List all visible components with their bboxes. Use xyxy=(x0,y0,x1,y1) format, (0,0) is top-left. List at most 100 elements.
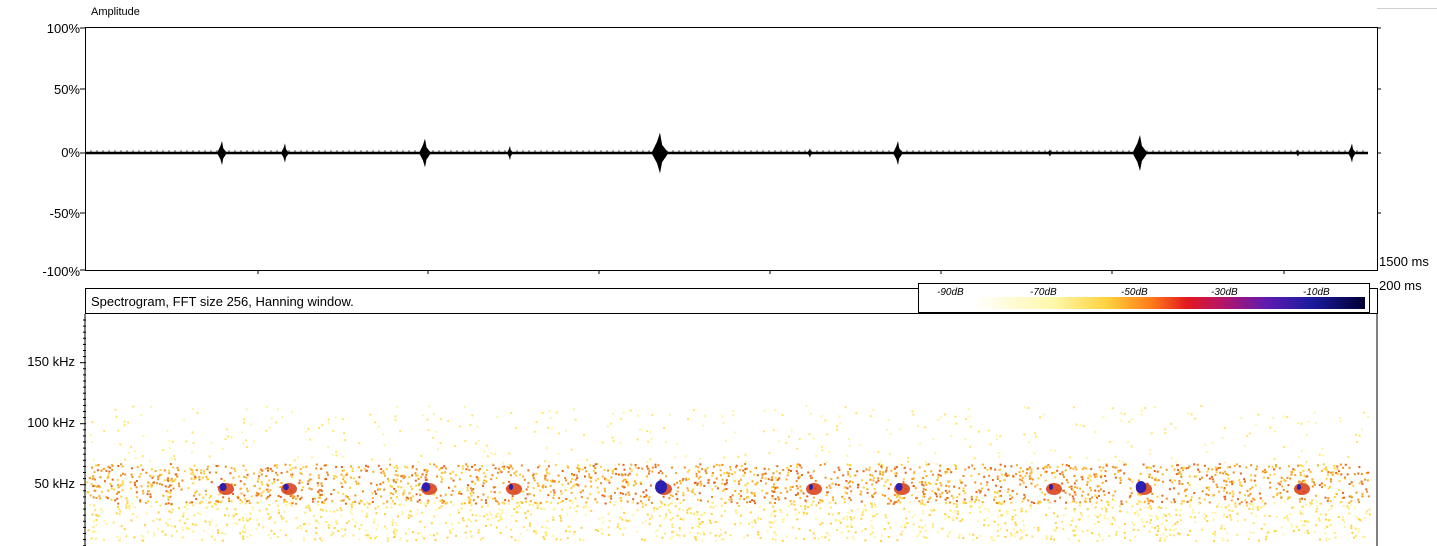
spectrogram-cell xyxy=(225,523,228,526)
spectrogram-cell xyxy=(443,500,445,503)
spectrogram-cell xyxy=(290,504,293,507)
spectrogram-cell xyxy=(1074,486,1077,489)
spectrogram-cell xyxy=(1268,531,1271,534)
spectrogram-cell xyxy=(297,456,299,459)
spectrogram-pulse-halo xyxy=(506,483,522,495)
spectrogram-cell xyxy=(513,508,516,510)
spectrogram-cell xyxy=(211,505,214,508)
spectrogram-cell xyxy=(181,536,184,539)
spectrogram-cell xyxy=(1216,505,1219,508)
spectrogram-cell xyxy=(151,484,154,487)
spectrogram-cell xyxy=(1269,426,1272,429)
spectrogram-cell xyxy=(418,499,421,501)
spectrogram-cell xyxy=(1273,430,1276,433)
spectrogram-cell xyxy=(485,525,487,527)
spectrogram-cell xyxy=(964,468,967,471)
spectrogram-cell xyxy=(968,415,971,418)
spectrogram-cell xyxy=(850,525,853,528)
spectrogram-cell xyxy=(1295,525,1298,528)
spectrogram-cell xyxy=(302,539,305,542)
spectrogram-cell xyxy=(350,505,353,508)
spectrogram-cell xyxy=(1202,517,1205,520)
spectrogram-cell xyxy=(946,492,949,494)
spectrogram-cell xyxy=(135,515,138,518)
spectrogram-cell xyxy=(656,529,659,531)
spectrogram-cell xyxy=(1179,509,1182,512)
spectrogram-cell xyxy=(469,424,472,427)
spectrogram-cell xyxy=(213,538,216,541)
spectrogram-cell xyxy=(183,419,186,422)
spectrogram-cell xyxy=(376,524,379,527)
spectrogram-cell xyxy=(532,504,535,507)
spectrogram-cell xyxy=(1177,492,1180,495)
spectrogram-cell xyxy=(415,493,418,496)
spectrogram-cell xyxy=(1367,471,1370,474)
spectrogram-cell xyxy=(1019,529,1022,532)
spectrogram-cell xyxy=(315,527,318,529)
spectrogram-cell xyxy=(345,495,348,498)
spectrogram-cell xyxy=(174,458,176,461)
spectrogram-cell xyxy=(1100,474,1103,477)
spectrogram-cell xyxy=(804,507,807,510)
spectrogram-cell xyxy=(883,494,886,497)
spectrogram-cell xyxy=(394,415,397,418)
spectrogram-cell xyxy=(99,508,102,511)
spectrogram-cell xyxy=(335,475,338,478)
spectrogram-cell xyxy=(1182,466,1185,469)
spectrogram-cell xyxy=(639,481,642,484)
spectrogram-cell xyxy=(1074,508,1076,511)
spectrogram-cell xyxy=(144,501,147,504)
spectrogram-cell xyxy=(634,492,637,495)
spectrogram-cell xyxy=(1068,464,1070,467)
spectrogram-cell xyxy=(1040,474,1042,477)
spectrogram-cell xyxy=(648,469,651,472)
spectrogram-cell xyxy=(112,521,115,524)
spectrogram-cell xyxy=(978,499,981,502)
spectrogram-cell xyxy=(470,494,473,497)
spectrogram-cell xyxy=(954,464,957,467)
spectrogram-cell xyxy=(230,483,233,486)
spectrogram-cell xyxy=(452,470,455,473)
spectrogram-cell xyxy=(330,531,333,534)
y-tick-label: -100% xyxy=(42,264,80,279)
spectrogram-cell xyxy=(1005,472,1008,475)
spectrogram-cell xyxy=(1248,432,1251,435)
spectrogram-cell xyxy=(192,530,195,533)
spectrogram-cell xyxy=(699,532,702,535)
spectrogram-cell xyxy=(133,536,136,539)
spectrogram-cell xyxy=(683,534,686,537)
spectrogram-cell xyxy=(406,539,409,542)
spectrogram-cell xyxy=(210,495,212,497)
spectrogram-cell xyxy=(555,411,558,414)
spectrogram-cell xyxy=(1144,407,1147,410)
spectrogram-cell xyxy=(355,480,358,483)
spectrogram-cell xyxy=(1330,507,1333,510)
spectrogram-cell xyxy=(810,504,813,507)
spectrogram-cell xyxy=(535,532,538,535)
spectrogram-cell xyxy=(1071,495,1074,498)
spectrogram-cell xyxy=(543,508,546,511)
spectrogram-cell xyxy=(547,426,550,429)
db-legend: -90dB -70dB -50dB -30dB -10dB xyxy=(918,283,1370,313)
spectrogram-cell xyxy=(1157,530,1159,533)
waveform-pulse xyxy=(807,148,813,158)
spectrogram-cell xyxy=(445,502,448,505)
spectrogram-cell xyxy=(239,532,242,535)
spectrogram-cell xyxy=(1365,488,1368,491)
spectrogram-cell xyxy=(541,412,544,414)
spectrogram-cell xyxy=(1324,527,1327,530)
spectrogram-cell xyxy=(1225,480,1228,483)
spectrogram-cell xyxy=(715,477,718,480)
spectrogram-cell xyxy=(863,504,866,507)
spectrogram-cell xyxy=(523,478,526,481)
spectrogram-cell xyxy=(477,479,480,482)
spectrogram-cell xyxy=(251,506,254,509)
spectrogram-cell xyxy=(1065,479,1068,481)
spectrogram-cell xyxy=(377,425,380,428)
spectrogram-cell xyxy=(1319,513,1322,516)
spectrogram-cell xyxy=(176,466,179,469)
spectrogram-cell xyxy=(846,492,848,495)
spectrogram-cell xyxy=(1239,472,1242,475)
spectrogram-cell xyxy=(168,472,171,475)
spectrogram-cell xyxy=(327,418,330,421)
